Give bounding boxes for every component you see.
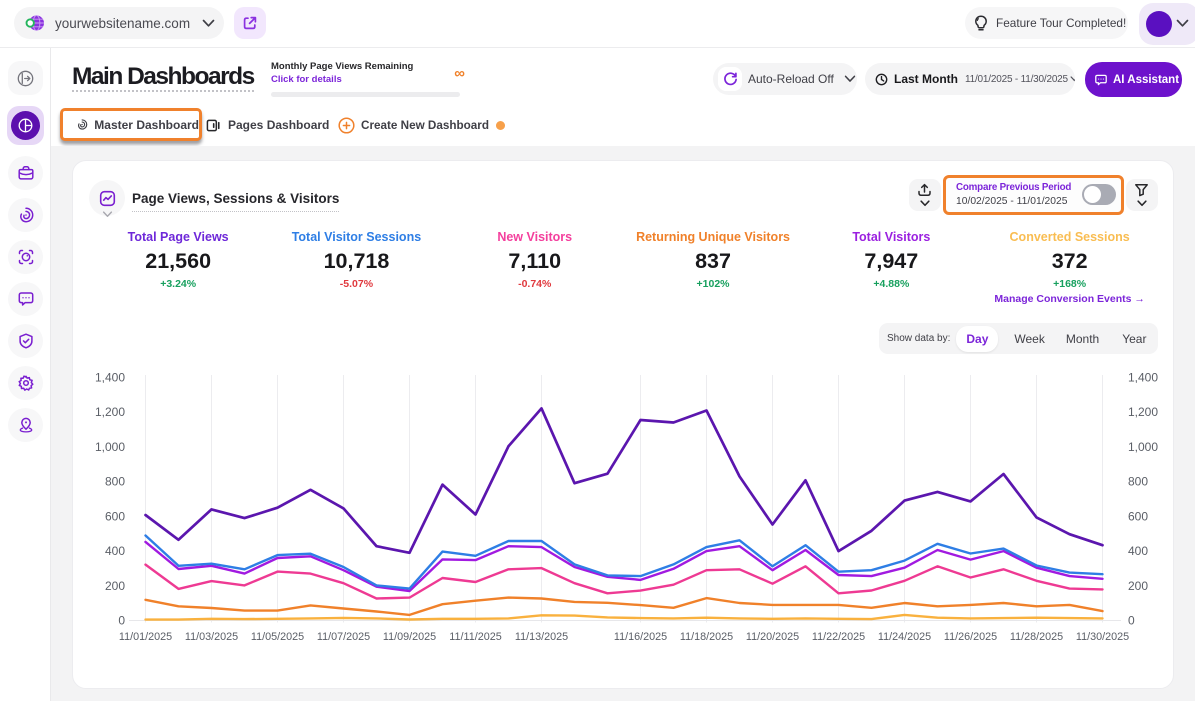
svg-text:200: 200 — [105, 579, 125, 593]
svg-text:1,200: 1,200 — [95, 405, 125, 419]
svg-text:600: 600 — [105, 509, 125, 523]
svg-text:1,000: 1,000 — [1128, 440, 1158, 454]
svg-text:11/28/2025: 11/28/2025 — [1010, 631, 1063, 643]
svg-text:0: 0 — [118, 614, 125, 628]
svg-text:400: 400 — [1128, 544, 1148, 558]
svg-text:1,000: 1,000 — [95, 440, 125, 454]
svg-text:11/05/2025: 11/05/2025 — [251, 631, 304, 643]
svg-text:11/11/2025: 11/11/2025 — [449, 631, 501, 643]
svg-text:11/07/2025: 11/07/2025 — [317, 631, 370, 643]
svg-text:11/16/2025: 11/16/2025 — [614, 631, 667, 643]
svg-text:11/30/2025: 11/30/2025 — [1076, 631, 1129, 643]
svg-text:800: 800 — [105, 475, 125, 489]
svg-text:11/13/2025: 11/13/2025 — [515, 631, 568, 643]
svg-text:11/22/2025: 11/22/2025 — [812, 631, 865, 643]
svg-text:11/01/2025: 11/01/2025 — [119, 631, 172, 643]
svg-text:11/26/2025: 11/26/2025 — [944, 631, 997, 643]
svg-text:600: 600 — [1128, 509, 1148, 523]
svg-text:11/18/2025: 11/18/2025 — [680, 631, 733, 643]
svg-text:1,200: 1,200 — [1128, 405, 1158, 419]
svg-text:0: 0 — [1128, 614, 1135, 628]
svg-text:1,400: 1,400 — [95, 371, 125, 385]
svg-text:11/24/2025: 11/24/2025 — [878, 631, 931, 643]
svg-text:11/09/2025: 11/09/2025 — [383, 631, 436, 643]
svg-text:200: 200 — [1128, 579, 1148, 593]
svg-text:1,400: 1,400 — [1128, 371, 1158, 385]
svg-text:11/20/2025: 11/20/2025 — [746, 631, 799, 643]
svg-text:400: 400 — [105, 544, 125, 558]
svg-text:800: 800 — [1128, 475, 1148, 489]
svg-text:11/03/2025: 11/03/2025 — [185, 631, 238, 643]
